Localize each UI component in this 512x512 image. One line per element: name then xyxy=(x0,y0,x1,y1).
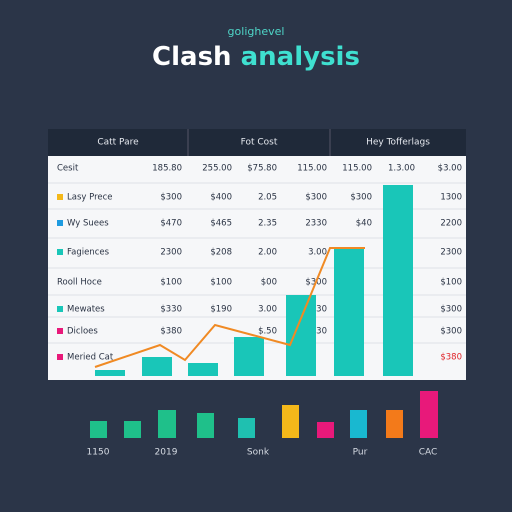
footer-label: 1150 xyxy=(87,448,110,458)
row-marker xyxy=(57,328,63,334)
footer-labels: 1150 2019 Sonk Pur CAC xyxy=(87,448,438,458)
cell: $300 xyxy=(305,193,327,203)
bar xyxy=(282,405,299,438)
bar xyxy=(188,363,218,376)
cell: 255.00 xyxy=(202,164,232,174)
bar xyxy=(90,421,107,438)
bar xyxy=(386,410,403,438)
cell: $3.00 xyxy=(438,164,462,174)
bar xyxy=(124,421,141,438)
footer-label: 2019 xyxy=(155,448,178,458)
row-label: Cesit xyxy=(57,164,79,174)
cell: 2.00 xyxy=(258,248,277,258)
row-marker xyxy=(57,306,63,312)
cell: $380 xyxy=(440,353,462,363)
row-label: Dicloes xyxy=(67,327,98,337)
cell: $00 xyxy=(261,278,277,288)
cell: $330 xyxy=(160,305,182,315)
row-label: Fagiences xyxy=(67,248,110,258)
cell: 115.00 xyxy=(342,164,372,174)
row-label: Lasy Prece xyxy=(67,193,113,203)
cell: 2.05 xyxy=(258,193,277,203)
cell: 3.00 xyxy=(308,248,327,258)
cell: $100 xyxy=(210,278,232,288)
bar xyxy=(420,391,438,438)
row-marker xyxy=(57,354,63,360)
cell: $465 xyxy=(210,219,232,229)
cell: 185.80 xyxy=(152,164,182,174)
cell: 2200 xyxy=(440,219,462,229)
overlay-bars xyxy=(95,185,413,376)
cell: $.50 xyxy=(258,327,277,337)
cell: $300 xyxy=(440,305,462,315)
row-label: Wy Suees xyxy=(67,219,109,229)
cell: 1300 xyxy=(440,193,462,203)
trend-line xyxy=(94,247,365,368)
cell: $40 xyxy=(356,219,372,229)
cell: 115.00 xyxy=(297,164,327,174)
column-header: Catt Pare xyxy=(97,138,139,148)
cell: $380 xyxy=(160,327,182,337)
title-part: Clash xyxy=(152,42,232,72)
table-rows: Cesit 185.80 255.00 $75.80 115.00 115.00 1.3.0… xyxy=(48,164,466,363)
table-header xyxy=(48,129,466,156)
row-label: Meried Cat xyxy=(67,353,114,363)
title: Clash analysis xyxy=(152,42,360,72)
bar xyxy=(317,422,334,438)
cell: $300 xyxy=(160,193,182,203)
bar xyxy=(234,337,264,376)
cell: 3.00 xyxy=(258,305,277,315)
bar xyxy=(142,357,172,376)
cell: $.30 xyxy=(308,327,327,337)
footer-label: Sonk xyxy=(247,448,270,458)
bar xyxy=(238,418,255,438)
footer-label: Pur xyxy=(353,448,368,458)
row-label: Mewates xyxy=(67,305,105,315)
cell: $300 xyxy=(350,193,372,203)
cell: $190 xyxy=(210,305,232,315)
row-marker xyxy=(57,249,63,255)
bar xyxy=(383,185,413,376)
row-marker xyxy=(57,194,63,200)
cell: 2300 xyxy=(440,248,462,258)
cell: $470 xyxy=(160,219,182,229)
cell: $400 xyxy=(210,193,232,203)
column-header: Fot Cost xyxy=(241,138,278,148)
cell: 2300 xyxy=(160,248,182,258)
bar xyxy=(158,410,176,438)
cell: $75.80 xyxy=(247,164,277,174)
cell: 2.35 xyxy=(258,219,277,229)
row-marker xyxy=(57,220,63,226)
cell: $100 xyxy=(160,278,182,288)
bar xyxy=(334,248,364,376)
bar xyxy=(286,295,316,376)
bar xyxy=(350,410,367,438)
row-label: Rooll Hoce xyxy=(57,278,102,288)
bar xyxy=(95,370,125,376)
kicker: golighevel xyxy=(228,25,285,38)
cell: $30 xyxy=(311,305,327,315)
column-header: Hey Tofferlags xyxy=(366,138,430,148)
bottom-bars xyxy=(90,391,438,438)
cell: 1.3.00 xyxy=(388,164,415,174)
cell: 2330 xyxy=(305,219,327,229)
cell: $208 xyxy=(210,248,232,258)
footer-label: CAC xyxy=(419,448,438,458)
cell: $300 xyxy=(440,327,462,337)
title-part: analysis xyxy=(241,42,360,72)
bar xyxy=(197,413,214,438)
cell: $100 xyxy=(440,278,462,288)
